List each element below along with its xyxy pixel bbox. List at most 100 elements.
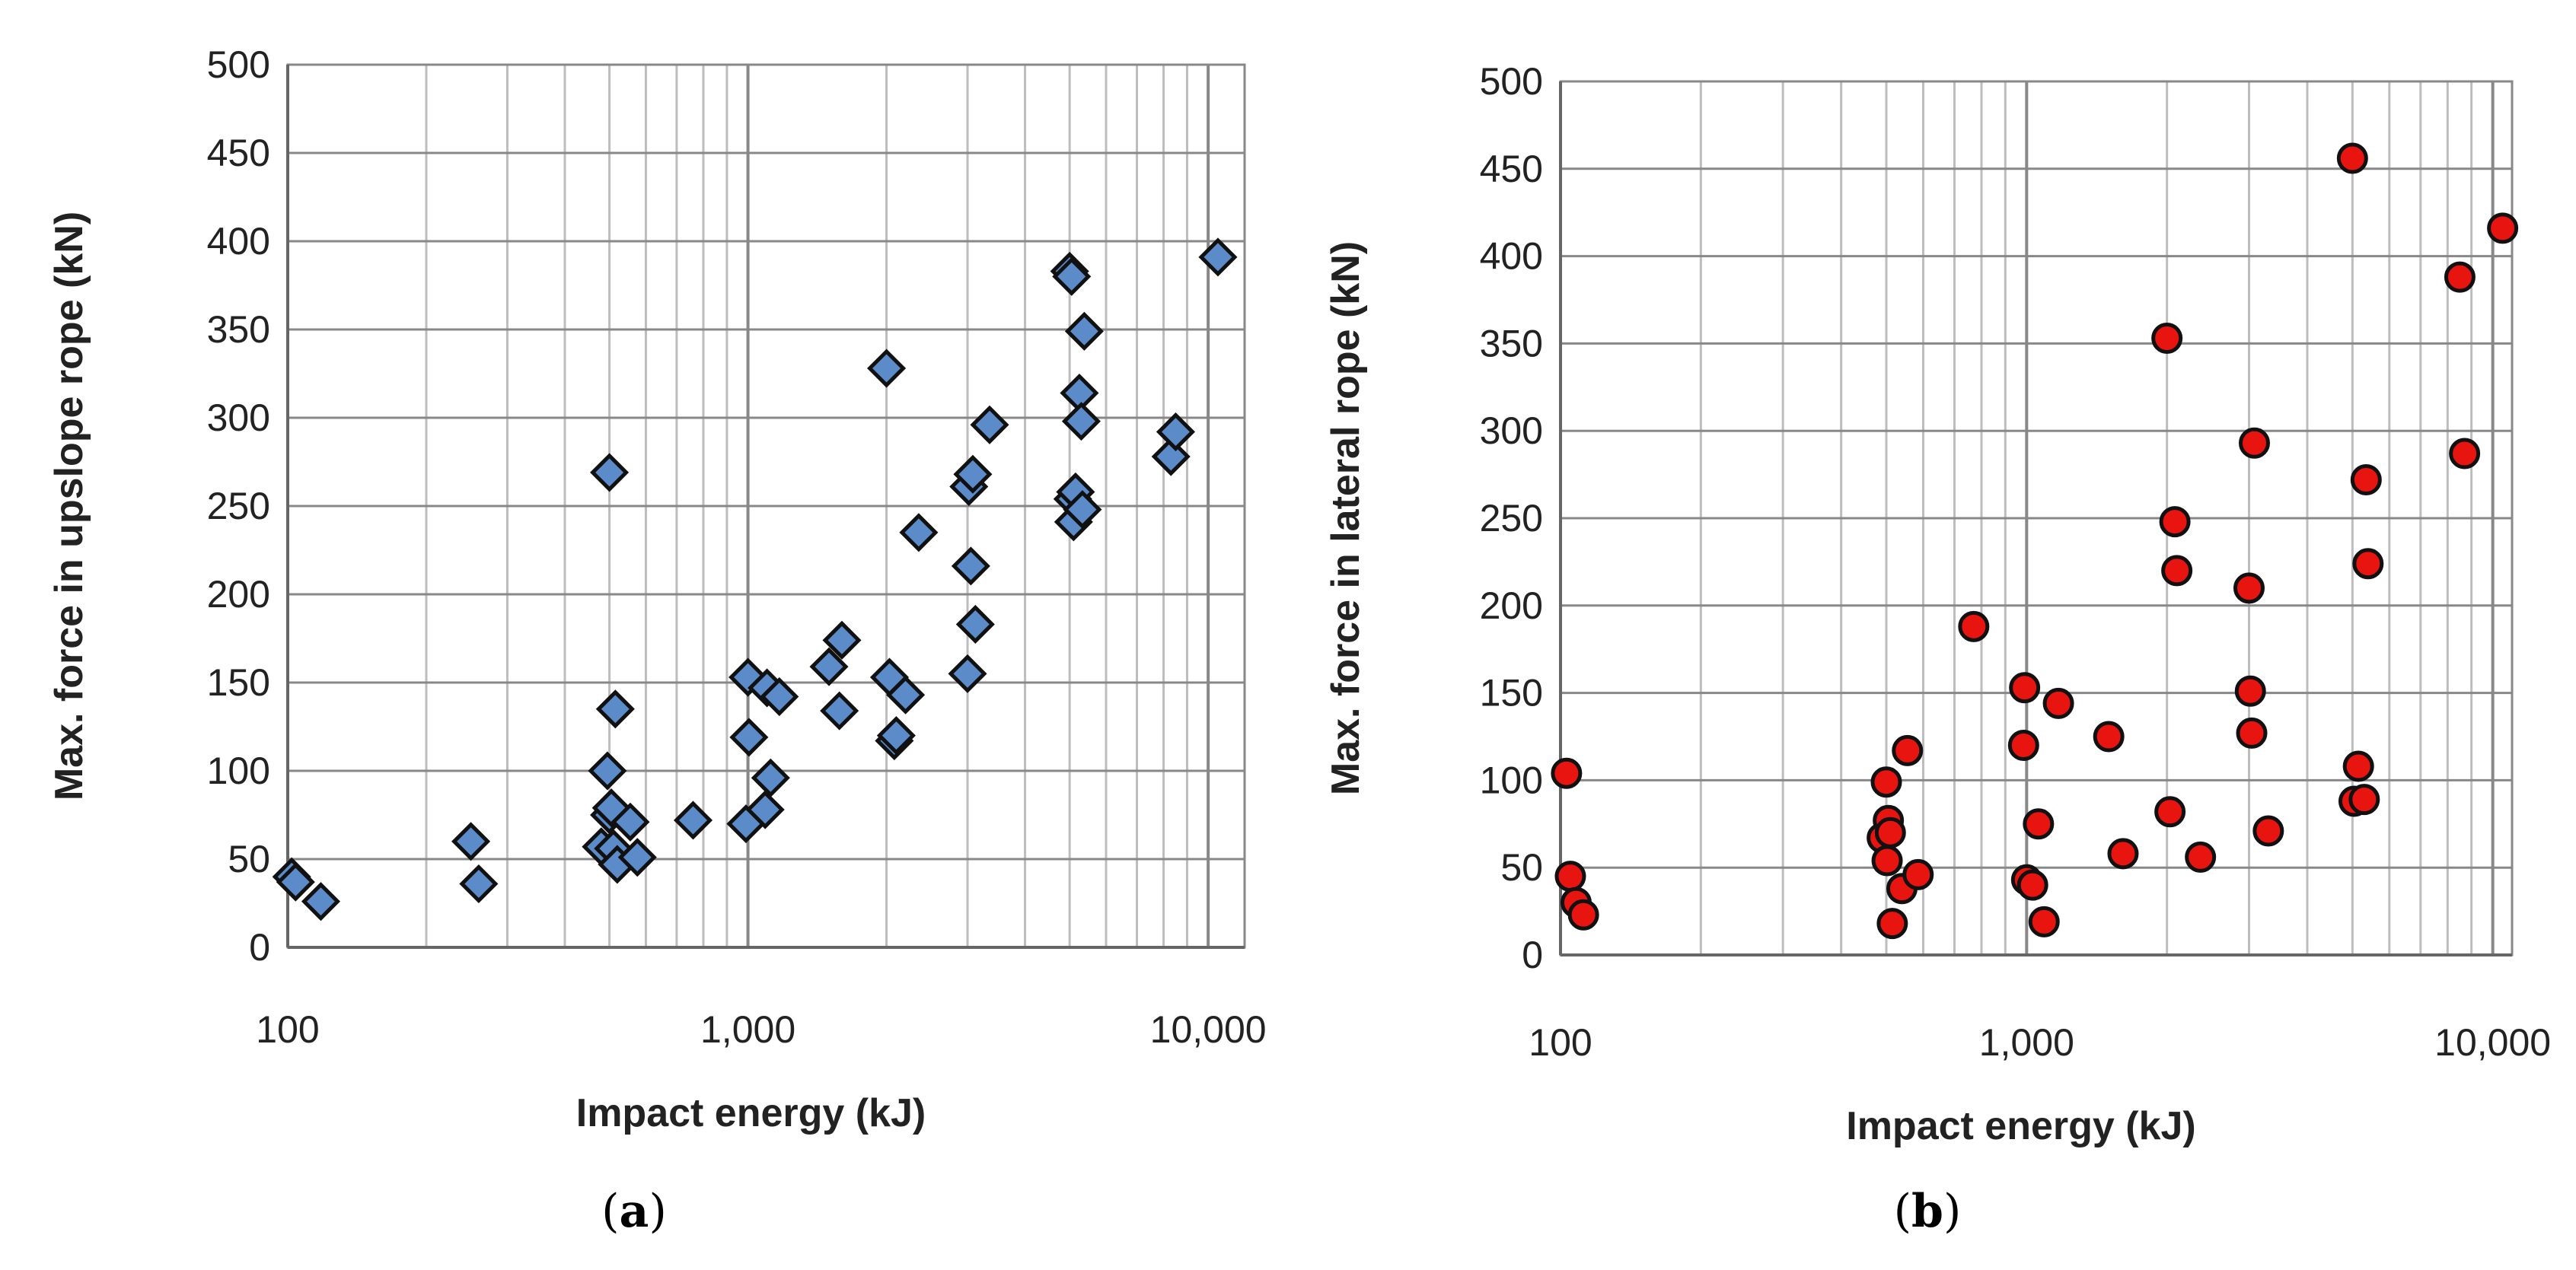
data-point-circle (2159, 506, 2191, 538)
data-point-circle (1567, 899, 1599, 931)
data-point-diamond (751, 758, 790, 797)
x-tick-label: 100 (1529, 1021, 1592, 1064)
data-point-diamond (673, 801, 713, 840)
y-tick-label: 450 (1480, 148, 1543, 190)
y-tick-label: 500 (1480, 60, 1543, 103)
y-tick-label: 100 (1480, 759, 1543, 801)
y-tick-label: 0 (1522, 934, 1543, 976)
data-point-circle (1870, 766, 1902, 798)
data-point-circle (2233, 572, 2265, 604)
data-point-diamond (948, 654, 987, 693)
y-tick-label: 100 (207, 750, 270, 792)
data-point-diamond (588, 751, 627, 791)
data-point-diamond (459, 864, 499, 904)
data-point-circle (2444, 261, 2476, 293)
data-point-diamond (820, 691, 859, 730)
data-point-circle (2449, 438, 2481, 469)
panel-b-caption: (b) (1894, 1185, 1962, 1238)
data-point-circle (2093, 721, 2125, 753)
data-point-circle (2238, 427, 2270, 459)
data-point-diamond (876, 716, 916, 756)
y-tick-label: 200 (1480, 584, 1543, 627)
data-point-diamond (611, 802, 650, 842)
data-point-diamond (953, 454, 993, 494)
panel-a-caption: (a) (601, 1185, 667, 1238)
data-point-diamond (899, 513, 939, 552)
y-tick-label: 350 (1480, 322, 1543, 364)
data-point-diamond (451, 822, 491, 861)
data-point-circle (2236, 717, 2268, 749)
y-tick-label: 150 (207, 661, 270, 704)
data-point-circle (2009, 672, 2041, 704)
y-tick-label: 200 (207, 573, 270, 616)
x-tick-label: 10,000 (2434, 1021, 2551, 1064)
y-tick-label: 350 (207, 308, 270, 351)
data-point-circle (1551, 757, 1583, 789)
x-tick-label: 1,000 (1979, 1021, 2074, 1064)
data-point-circle (1958, 610, 1990, 642)
data-point-diamond (1156, 412, 1195, 452)
y-tick-label: 50 (1500, 846, 1543, 889)
data-point-diamond (970, 405, 1009, 444)
x-tick-label: 100 (256, 1008, 319, 1051)
data-point-circle (2185, 841, 2217, 873)
y-tick-label: 250 (207, 485, 270, 527)
data-point-circle (2487, 212, 2519, 244)
data-point-circle (2348, 784, 2380, 816)
data-point-diamond (729, 718, 769, 757)
data-point-diamond (955, 604, 995, 644)
data-point-circle (2023, 808, 2055, 840)
panel-b-chart: 0 50 100 150 200 250 300 350 400 450 500 100 1,000 10… (1324, 60, 2551, 1148)
data-point-circle (2352, 548, 2384, 580)
data-point-diamond (617, 838, 657, 877)
data-point-diamond (822, 620, 862, 660)
data-point-diamond (1063, 490, 1102, 530)
data-point-diamond (1061, 402, 1101, 441)
data-point-diamond (595, 689, 635, 729)
data-point-circle (2252, 815, 2284, 847)
data-point-circle (1876, 908, 1908, 940)
data-point-circle (2154, 796, 2186, 828)
data-point-diamond (1198, 237, 1238, 277)
data-point-circle (2336, 142, 2368, 174)
y-tick-label: 150 (1480, 672, 1543, 715)
data-point-diamond (276, 862, 315, 902)
data-point-circle (2151, 323, 2183, 355)
data-point-circle (2342, 750, 2374, 782)
y-tick-label: 400 (207, 220, 270, 263)
data-point-diamond (760, 677, 799, 717)
y-tick-label: 450 (207, 132, 270, 174)
y-axis-title: Max. force in upslope rope (kN) (47, 212, 91, 801)
y-tick-label: 300 (207, 396, 270, 439)
data-point-diamond (590, 453, 630, 492)
x-tick-label: 10,000 (1150, 1008, 1267, 1051)
y-tick-label: 400 (1480, 235, 1543, 278)
data-point-diamond (809, 647, 849, 686)
y-axis-title: Max. force in lateral rope (kN) (1324, 241, 1368, 795)
x-axis-title: Impact energy (kJ) (576, 1091, 926, 1135)
data-point-diamond (867, 349, 907, 388)
y-tick-label: 300 (1480, 409, 1543, 452)
data-point-circle (1871, 845, 1903, 877)
data-point-diamond (886, 675, 926, 715)
data-point-diamond (1052, 256, 1092, 296)
data-point-circle (2028, 906, 2060, 937)
data-point-circle (1902, 858, 1934, 890)
data-point-circle (2016, 869, 2048, 901)
data-point-circle (1892, 734, 1924, 766)
data-point-diamond (745, 790, 785, 829)
data-point-diamond (301, 882, 340, 921)
data-point-circle (2234, 675, 2266, 707)
x-tick-label: 1,000 (700, 1008, 795, 1051)
panel-a-chart: 0 50 100 150 200 250 300 350 400 450 500 100 1,000 10… (47, 43, 1267, 1135)
data-point-diamond (1151, 437, 1191, 476)
x-axis-title: Impact energy (kJ) (1846, 1104, 2196, 1148)
data-point-circle (2007, 729, 2039, 761)
data-point-circle (1874, 816, 1906, 848)
data-point-diamond (1064, 311, 1104, 351)
data-point-circle (2350, 463, 2382, 495)
data-point-circle (2107, 838, 2139, 870)
y-tick-label: 500 (207, 43, 270, 86)
data-point-circle (2161, 555, 2193, 587)
